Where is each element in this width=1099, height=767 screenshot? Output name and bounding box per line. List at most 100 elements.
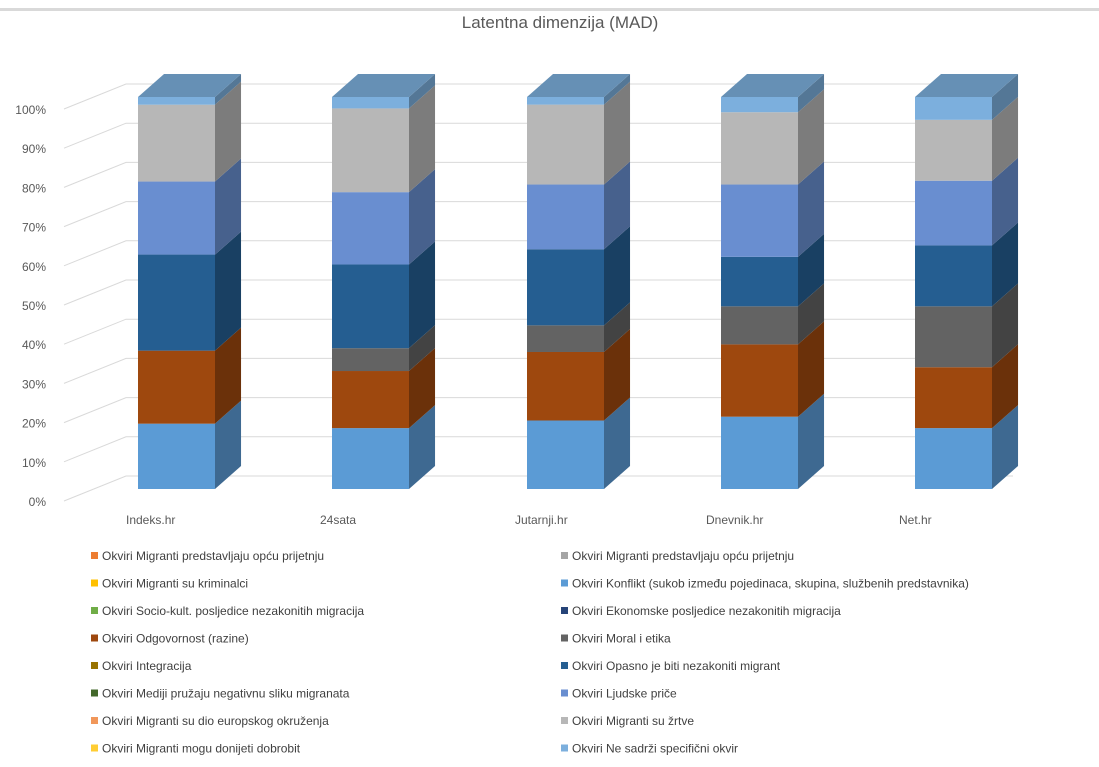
y-tick-label: 40% xyxy=(22,338,46,352)
bar-segment xyxy=(915,119,992,181)
bar-stack xyxy=(138,74,242,489)
gridline xyxy=(63,475,1013,502)
bar-segment xyxy=(721,416,798,489)
legend-swatch xyxy=(91,717,98,724)
legend-label: Okviri Opasno je biti nezakoniti migrant xyxy=(572,659,781,673)
bar-side xyxy=(798,74,825,113)
gridline xyxy=(63,279,1013,306)
bar-side xyxy=(604,397,631,489)
bar-side xyxy=(409,325,436,372)
bar-segment xyxy=(915,428,992,489)
legend-item: Okviri Ekonomske posljedice nezakonitih … xyxy=(561,604,841,618)
bar-side xyxy=(604,226,631,326)
legend-swatch xyxy=(561,634,568,642)
legend-label: Okviri Ne sadrži specifični okvir xyxy=(572,742,738,756)
gridline xyxy=(63,240,1013,267)
bar-side xyxy=(992,222,1019,307)
bar-side xyxy=(604,74,631,105)
bar-segment xyxy=(915,180,992,246)
bar-side xyxy=(409,348,436,429)
legend-item: Okviri Integracija xyxy=(91,659,192,673)
y-tick-label: 100% xyxy=(15,103,46,117)
legend-item: Okviri Moral i etika xyxy=(561,632,671,646)
x-axis-ticks: Indeks.hr 24sata Jutarnji.hr Dnevnik.hr Net.… xyxy=(126,513,932,527)
legend-swatch xyxy=(91,634,98,642)
legend-swatch xyxy=(561,607,568,614)
legend-item: Okviri Odgovornost (razine) xyxy=(91,632,249,646)
y-tick-label: 20% xyxy=(22,417,46,431)
legend-item: Okviri Konflikt (sukob između pojedinaca… xyxy=(561,577,969,591)
legend-item: Okviri Ljudske priče xyxy=(561,687,677,701)
gridline xyxy=(63,397,1013,424)
y-axis-ticks: 0% 10% 20% 30% 40% 50% 60% 70% 80% 90% 100% xyxy=(15,103,46,509)
chart-title: Latentna dimenzija (MAD) xyxy=(462,13,659,32)
bar-segment xyxy=(527,351,604,421)
bar-segment xyxy=(527,97,604,105)
bar-segment xyxy=(915,245,992,307)
bar-segment xyxy=(527,184,604,250)
y-tick-label: 50% xyxy=(22,299,46,313)
legend-swatch xyxy=(561,662,568,669)
bar-segment xyxy=(138,97,215,105)
bar-segment xyxy=(527,249,604,326)
legend-swatch xyxy=(91,744,98,752)
bar-segment xyxy=(721,97,798,113)
bar-segment xyxy=(332,348,409,372)
legend-swatch xyxy=(91,607,98,614)
y-tick-label: 60% xyxy=(22,260,46,274)
bar-segment xyxy=(138,181,215,255)
bar-segment xyxy=(721,344,798,417)
bar-side xyxy=(604,161,631,250)
bar-top xyxy=(721,74,825,97)
legend-swatch xyxy=(561,552,568,559)
bar-side xyxy=(992,283,1019,368)
bar-segment xyxy=(332,264,409,349)
gridline xyxy=(63,161,1013,188)
grid-layer xyxy=(63,83,1013,502)
bar-segment xyxy=(332,428,409,489)
bar-side xyxy=(604,328,631,421)
bar-side xyxy=(215,158,242,255)
legend-label: Okviri Moral i etika xyxy=(572,632,671,646)
bar-segment xyxy=(138,350,215,424)
bar-side xyxy=(798,161,825,257)
bar-top xyxy=(332,74,436,97)
legend-swatch xyxy=(91,552,98,559)
bar-top xyxy=(138,74,242,97)
legend-swatch xyxy=(91,662,98,669)
gridline xyxy=(63,357,1013,384)
bar-side xyxy=(409,85,436,193)
bar-side xyxy=(409,405,436,489)
y-tick-label: 90% xyxy=(22,142,46,156)
legend-swatch xyxy=(561,689,568,697)
bar-side xyxy=(409,169,436,265)
bar-segment xyxy=(332,97,409,109)
legend-label: Okviri Integracija xyxy=(102,659,192,673)
legend-label: Okviri Socio-kult. posljedice nezakoniti… xyxy=(102,604,364,618)
bar-segment xyxy=(721,184,798,257)
bar-side xyxy=(992,74,1019,120)
top-border-line xyxy=(0,8,1099,11)
legend-label: Okviri Ekonomske posljedice nezakonitih … xyxy=(572,604,841,618)
x-tick-label: Net.hr xyxy=(899,513,932,527)
gridline xyxy=(63,122,1013,149)
y-tick-label: 30% xyxy=(22,377,46,391)
bar-side xyxy=(992,96,1019,181)
bar-stack xyxy=(915,74,1019,489)
legend-item: Okviri Ne sadrži specifični okvir xyxy=(561,742,738,756)
bar-side xyxy=(215,231,242,351)
x-tick-label: Dnevnik.hr xyxy=(706,513,763,527)
legend-label: Okviri Odgovornost (razine) xyxy=(102,632,249,646)
bar-stack xyxy=(527,74,631,489)
gridline xyxy=(63,83,1013,110)
bar-segment xyxy=(527,420,604,489)
bar-side xyxy=(215,327,242,424)
gridline xyxy=(63,318,1013,345)
y-tick-label: 70% xyxy=(22,221,46,235)
legend-item: Okviri Opasno je biti nezakoniti migrant xyxy=(561,659,781,673)
bar-segment xyxy=(915,97,992,120)
legend-swatch xyxy=(561,579,568,587)
legend-item: Okviri Migranti predstavljaju opću prije… xyxy=(561,549,794,563)
bar-side xyxy=(409,74,436,109)
x-tick-label: Jutarnji.hr xyxy=(515,513,568,527)
